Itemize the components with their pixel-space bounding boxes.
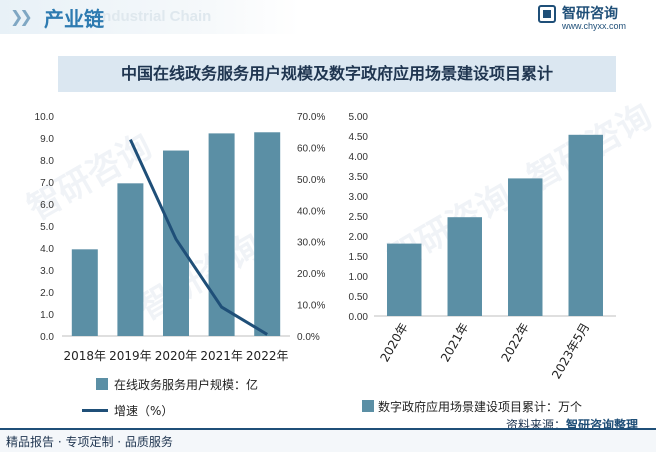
bar xyxy=(117,183,144,336)
bar xyxy=(163,150,189,336)
y-tick-label: 8.0 xyxy=(40,156,54,167)
bar xyxy=(508,178,543,316)
y-tick-label: 3.50 xyxy=(349,172,369,183)
y-tick-label: 0.00 xyxy=(349,312,369,323)
bar xyxy=(447,217,482,316)
bar xyxy=(387,243,422,316)
y-tick-label: 5.00 xyxy=(349,112,369,123)
y-tick-label: 7.0 xyxy=(40,178,54,189)
y-tick-label: 2.50 xyxy=(349,212,369,223)
section-header: ❯❯ Industrial Chain 产业链 智研咨询 www.chyxx.c… xyxy=(0,0,656,34)
legend-line-label: 增速（%） xyxy=(114,404,174,418)
y-tick-label: 1.0 xyxy=(40,310,54,321)
y2-tick-label: 10.0% xyxy=(297,301,325,312)
y-tick-label: 10.0 xyxy=(35,112,55,123)
x-tick-label: 2019年 xyxy=(109,349,152,363)
x-tick-label: 2018年 xyxy=(64,349,107,363)
y2-tick-label: 30.0% xyxy=(297,238,325,249)
bar xyxy=(71,249,98,336)
header-title: 产业链 xyxy=(44,9,104,31)
header-subtitle: Industrial Chain xyxy=(98,8,212,25)
x-tick-label: 2021年 xyxy=(438,321,471,365)
footer-slogan: 精品报告 · 专项定制 · 品质服务 xyxy=(6,435,173,449)
y-tick-label: 4.00 xyxy=(349,152,369,163)
x-tick-label: 2023年5月 xyxy=(549,321,592,382)
legend-right-label: 数字政府应用场景建设项目累计：万个 xyxy=(378,400,583,414)
y-tick-label: 6.0 xyxy=(40,200,54,211)
y-tick-label: 3.0 xyxy=(40,266,54,277)
y-tick-label: 2.00 xyxy=(349,232,369,243)
x-tick-label: 2022年 xyxy=(246,349,289,363)
x-tick-label: 2022年 xyxy=(498,321,531,365)
y2-tick-label: 70.0% xyxy=(297,112,325,123)
y-tick-label: 5.0 xyxy=(40,222,54,233)
chart-right: 0.00 0.50 1.00 1.50 2.00 2.50 3.00 3.50 4.00 4.50… xyxy=(349,112,616,381)
chart-title-band: 中国在线政务服务用户规模及数字政府应用场景建设项目累计 xyxy=(58,56,616,92)
y-tick-label: 1.00 xyxy=(349,272,369,283)
y-tick-label: 4.0 xyxy=(40,244,54,255)
footer-bar: 精品报告 · 专项定制 · 品质服务 xyxy=(0,428,656,452)
header-background xyxy=(0,0,300,34)
y2-tick-label: 40.0% xyxy=(297,206,325,217)
brand-name: 智研咨询 xyxy=(562,6,618,22)
y2-tick-label: 60.0% xyxy=(297,143,325,154)
brand-logo: 智研咨询 www.chyxx.com xyxy=(538,3,648,33)
logo-icon xyxy=(538,5,556,23)
y2-tick-label: 0.0% xyxy=(297,332,320,343)
y2-tick-label: 20.0% xyxy=(297,269,325,280)
y-tick-label: 9.0 xyxy=(40,134,54,145)
chart-left: 0.0 1.0 2.0 3.0 4.0 5.0 6.0 7.0 8.0 9.0 10.0 0.0% 10… xyxy=(35,112,326,363)
legend-bar-swatch xyxy=(96,378,108,390)
x-tick-label: 2021年 xyxy=(200,349,243,363)
y-tick-label: 0.50 xyxy=(349,292,369,303)
y-tick-label: 2.0 xyxy=(40,288,54,299)
legend-bar-label: 在线政务服务用户规模：亿 xyxy=(114,378,259,392)
brand-url: www.chyxx.com xyxy=(562,21,627,31)
y-tick-label: 3.00 xyxy=(349,192,369,203)
y-tick-label: 4.50 xyxy=(349,132,369,143)
y2-tick-label: 50.0% xyxy=(297,175,325,186)
legend-line-swatch xyxy=(82,409,108,412)
growth-line xyxy=(129,138,268,336)
bar xyxy=(208,133,235,336)
chevron-icon: ❯❯ xyxy=(10,9,33,26)
x-tick-label: 2020年 xyxy=(377,321,410,365)
bar xyxy=(568,134,603,316)
legend-right-swatch xyxy=(362,400,374,412)
x-tick-label: 2020年 xyxy=(155,349,198,363)
y-tick-label: 1.50 xyxy=(349,252,369,263)
y-tick-label: 0.0 xyxy=(40,332,54,343)
chart-title: 中国在线政务服务用户规模及数字政府应用场景建设项目累计 xyxy=(120,64,553,83)
bar xyxy=(254,132,281,336)
